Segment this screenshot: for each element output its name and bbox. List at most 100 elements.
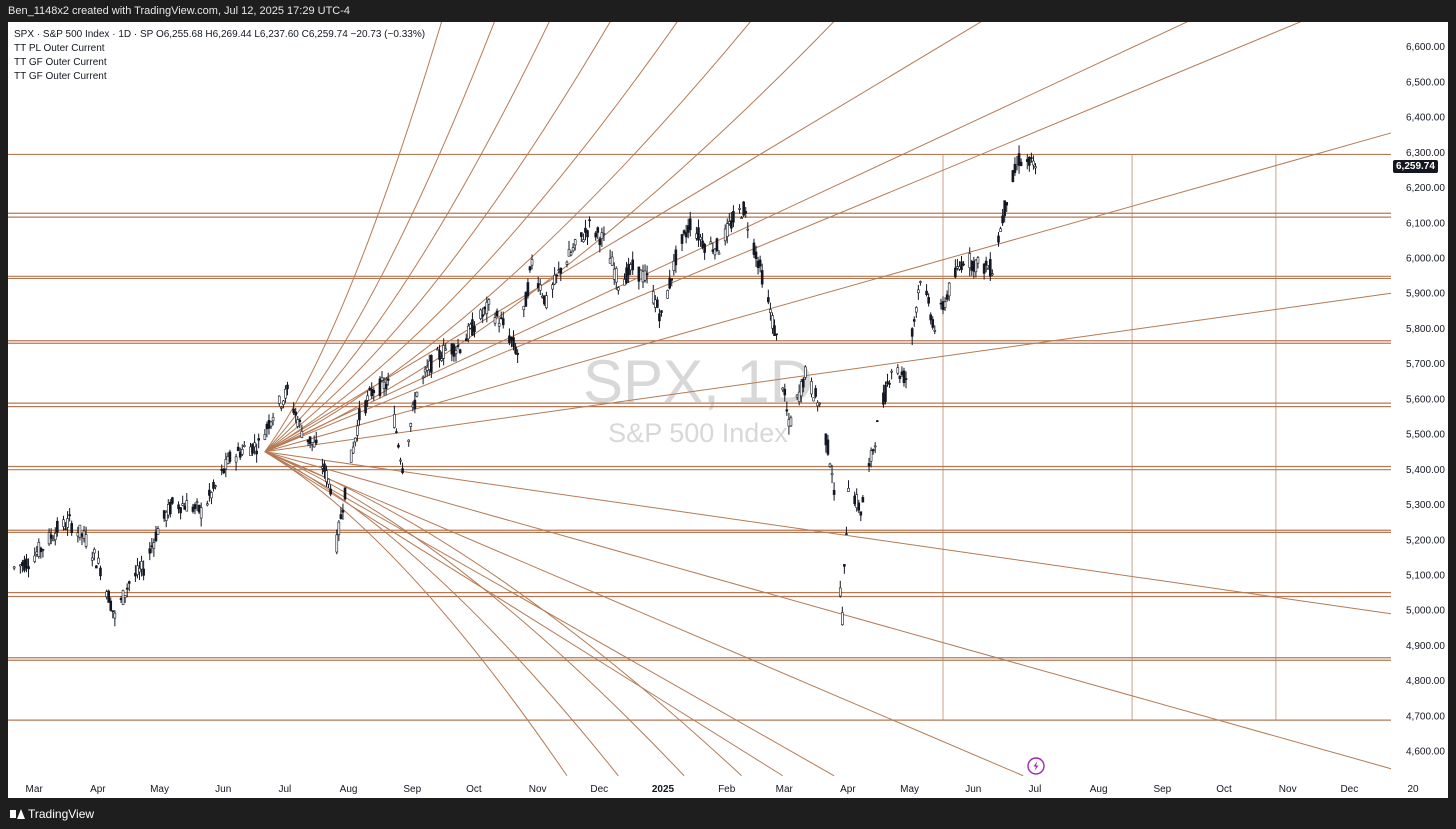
time-axis-label: 2025 bbox=[652, 784, 675, 795]
price-axis-label: 6,200.00 bbox=[1406, 183, 1445, 194]
candle-body bbox=[471, 319, 474, 336]
price-axis-label: 4,900.00 bbox=[1406, 641, 1445, 652]
candle-body bbox=[1017, 153, 1021, 166]
candle-body bbox=[380, 377, 384, 381]
candle-body bbox=[943, 301, 947, 308]
candle-body bbox=[49, 534, 53, 539]
candle-body bbox=[286, 384, 289, 390]
candle-body bbox=[594, 232, 598, 238]
time-axis-label: Jul bbox=[278, 784, 291, 795]
candle-body bbox=[23, 559, 26, 571]
candle-body bbox=[859, 511, 863, 516]
candle-body bbox=[415, 391, 419, 397]
candle-body bbox=[438, 350, 441, 360]
candle-body bbox=[651, 291, 655, 304]
candle-body bbox=[812, 397, 815, 402]
candle-body bbox=[855, 494, 859, 508]
candle-body bbox=[300, 431, 304, 438]
candle-body bbox=[752, 242, 756, 255]
candle-body bbox=[327, 478, 330, 485]
price-chart[interactable]: SPX, 1DS&P 500 Index 6,600.00 6,500.00 6,40… bbox=[8, 22, 1448, 798]
candle-body bbox=[280, 406, 283, 409]
candle-body bbox=[228, 451, 232, 462]
candle-body bbox=[240, 449, 244, 455]
candle-body bbox=[516, 352, 519, 355]
candle-body bbox=[929, 314, 932, 321]
candle-body bbox=[47, 532, 51, 545]
fan-curve bbox=[264, 22, 751, 453]
candle-body bbox=[510, 337, 513, 341]
candle-body bbox=[670, 278, 674, 281]
candle-body bbox=[356, 425, 359, 436]
candle-body bbox=[732, 211, 735, 223]
candle-body bbox=[66, 518, 69, 528]
candle-body bbox=[140, 561, 143, 570]
tradingview-logo[interactable]: TradingView bbox=[10, 807, 94, 821]
candle-body bbox=[1015, 164, 1019, 167]
candle-body bbox=[282, 400, 285, 405]
candle-body bbox=[148, 548, 152, 554]
time-axis-label: Nov bbox=[529, 784, 547, 795]
candle-body bbox=[156, 528, 160, 535]
candle-body bbox=[343, 487, 347, 500]
candle-body bbox=[904, 378, 908, 380]
candle-body bbox=[984, 260, 988, 266]
price-axis-label: 6,000.00 bbox=[1406, 253, 1445, 264]
candle-body bbox=[912, 319, 916, 322]
fan-curve bbox=[264, 22, 678, 453]
symbol-line[interactable]: SPX · S&P 500 Index · 1D · SP O6,255.68 … bbox=[14, 28, 425, 42]
candle-body bbox=[986, 268, 990, 270]
chart-legend: SPX · S&P 500 Index · 1D · SP O6,255.68 … bbox=[14, 28, 425, 84]
candle-body bbox=[956, 266, 959, 269]
candle-body bbox=[845, 533, 848, 535]
candle-body bbox=[425, 366, 429, 371]
candle-body bbox=[598, 238, 602, 246]
candle-body bbox=[919, 281, 922, 283]
candle-body bbox=[623, 279, 626, 286]
candle-body bbox=[51, 538, 55, 541]
price-axis-label: 4,800.00 bbox=[1406, 676, 1445, 687]
candle-body bbox=[972, 261, 976, 272]
candle-body bbox=[37, 541, 41, 557]
candle-body bbox=[873, 445, 877, 448]
candle-body bbox=[508, 335, 511, 343]
candle-body bbox=[263, 434, 267, 440]
chart-caption: Ben_1148x2 created with TradingView.com,… bbox=[8, 5, 351, 17]
candle-body bbox=[427, 360, 431, 370]
ohlc-values: O6,255.68 H6,269.44 L6,237.60 C6,259.74 … bbox=[155, 29, 426, 40]
candle-body bbox=[882, 392, 885, 405]
candle-body bbox=[810, 381, 813, 395]
candle-body bbox=[740, 217, 743, 219]
price-axis-label: 6,400.00 bbox=[1406, 113, 1445, 124]
candle-body bbox=[93, 549, 96, 554]
candle-body bbox=[62, 519, 65, 528]
indicator-label-3[interactable]: TT GF Outer Current bbox=[14, 71, 107, 82]
candle-body bbox=[1025, 159, 1029, 162]
candle-body bbox=[222, 468, 226, 474]
price-axis-label: 5,600.00 bbox=[1406, 394, 1445, 405]
time-axis-label: Jun bbox=[965, 784, 981, 795]
indicator-label-2[interactable]: TT GF Outer Current bbox=[14, 57, 107, 68]
candle-body bbox=[639, 269, 643, 280]
time-axis-label: Mar bbox=[26, 784, 44, 795]
candle-body bbox=[617, 287, 620, 291]
candle-body bbox=[193, 504, 197, 510]
candle-body bbox=[501, 318, 505, 326]
candle-body bbox=[884, 384, 887, 402]
fan-ray bbox=[264, 132, 1392, 453]
candle-body bbox=[543, 295, 546, 305]
chart-area[interactable]: SPX, 1D S&P 500 Index 6,600.00 6,500.00 6,40… bbox=[8, 22, 1448, 798]
candle-body bbox=[699, 236, 702, 240]
time-axis-label: Dec bbox=[1340, 784, 1358, 795]
candle-body bbox=[269, 421, 273, 427]
price-axis-label: 6,600.00 bbox=[1406, 42, 1445, 53]
candle-body bbox=[526, 282, 530, 297]
candle-body bbox=[954, 267, 957, 278]
candle-body bbox=[454, 350, 458, 355]
candle-body bbox=[871, 449, 875, 452]
candle-body bbox=[382, 381, 386, 389]
candle-body bbox=[321, 466, 324, 469]
indicator-label-1[interactable]: TT PL Outer Current bbox=[14, 43, 105, 54]
candle-body bbox=[370, 388, 374, 397]
candle-body bbox=[674, 249, 678, 266]
